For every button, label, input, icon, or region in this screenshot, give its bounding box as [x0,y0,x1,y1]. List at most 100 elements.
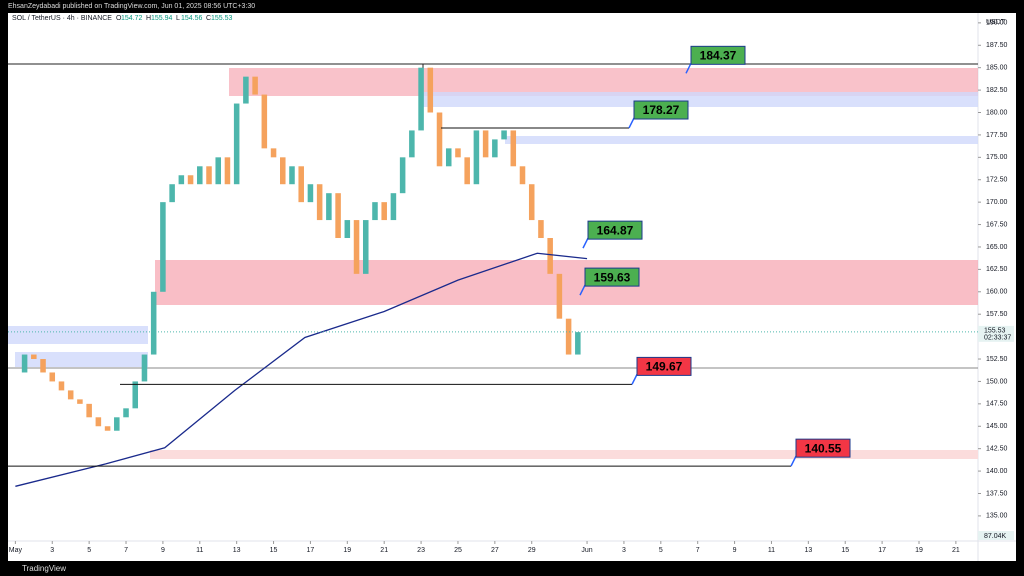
candle [390,193,397,221]
candle [206,166,212,185]
zone [420,92,978,107]
x-tick-label: 15 [841,547,849,554]
annotation-arrow [631,374,638,385]
candle [40,359,46,373]
candle [492,139,498,158]
annotation-label: 140.55 [805,441,842,455]
y-tick-label: 152.50 [986,356,1008,363]
ohlc-value: 155.53 [211,15,233,22]
candle [49,372,56,382]
candle [418,67,424,131]
candle [104,426,111,431]
y-tick-label: 135.00 [986,513,1008,520]
annotation-label: 149.67 [646,360,683,374]
y-tick-label: 180.00 [986,109,1008,116]
candle [169,184,175,203]
candle [501,130,507,140]
annotation-label: 159.63 [594,270,631,284]
symbol: SOL / TetherUS · 4h · BINANCE [12,15,112,22]
candle [31,354,37,360]
x-tick-label: 3 [622,547,626,554]
y-tick-label: 187.50 [986,42,1008,49]
annotation-box [584,267,640,287]
candle [399,157,406,194]
candle [482,130,489,158]
x-tick-label: 15 [270,547,278,554]
x-tick-label: 11 [196,547,203,554]
candle [141,354,148,382]
x-tick-label: 11 [768,547,775,554]
candle [289,166,295,185]
moving-average [15,252,588,487]
x-tick-label: 9 [161,547,165,554]
y-tick-label: 167.50 [986,221,1008,228]
ohlc-key: O [116,15,122,22]
y-tick-label: 170.00 [986,199,1008,206]
brand: TradingView [22,564,66,573]
candle [556,273,563,319]
annotation-box [636,356,692,376]
x-tick-label: 25 [454,547,462,554]
annotation-arrow [790,455,797,467]
price-tag [978,325,1014,342]
candle [565,318,572,355]
ohlc-value: 154.56 [181,15,203,22]
ohlc-key: L [176,15,180,22]
publisher: EhsanZeydabadi published on TradingView.… [8,3,255,10]
y-tick-label: 182.50 [986,87,1008,94]
x-tick-label: 9 [733,547,737,554]
ohlc-value: 154.72 [121,15,143,22]
candle [445,148,452,167]
ohlc-value: 155.94 [151,15,173,22]
candle [326,193,332,221]
x-tick-label: 5 [659,547,663,554]
x-tick-label: 19 [343,547,351,554]
currency: USDT [986,19,1006,26]
candle [335,193,341,239]
candle [95,417,102,427]
candle [187,175,194,185]
ohlc-key: H [146,15,151,22]
x-tick-label: Jun [581,547,592,554]
y-tick-label: 177.50 [986,132,1008,139]
y-tick-label: 150.00 [986,378,1008,385]
x-tick-label: 17 [307,547,315,554]
x-tick-label: 3 [50,547,54,554]
candle [21,354,28,373]
ohlc-key: C [206,15,211,22]
candle [197,166,203,185]
annotation-label: 164.87 [597,223,634,237]
annotation-arrow [579,284,586,296]
x-tick-label: 19 [915,547,923,554]
y-tick-label: 190.00 [986,20,1008,27]
annotation-arrow [685,62,692,74]
countdown: 02:33:37 [984,335,1011,342]
candle [280,157,286,185]
y-tick-label: 145.00 [986,423,1008,430]
x-tick-label: 13 [233,547,241,554]
x-tick-label: 5 [87,547,91,554]
annotation-label: 178.27 [643,103,680,117]
y-tick-label: 140.00 [986,468,1008,475]
x-tick-label: 21 [380,547,388,554]
candle [510,130,517,167]
annotation-box [690,45,746,65]
y-tick-label: 162.50 [986,266,1008,273]
candle [252,76,258,95]
x-tick-label: 7 [696,547,700,554]
supply-zone [229,68,978,96]
candle [233,103,240,185]
zone [155,260,978,305]
x-tick-label: 23 [417,547,425,554]
x-tick-label: 7 [124,547,128,554]
candle [575,332,581,355]
candle [298,166,304,203]
candle [353,220,360,274]
x-tick-label: 27 [491,547,499,554]
y-tick-label: 172.50 [986,177,1008,184]
candle [58,381,65,391]
annotation-box [633,100,689,120]
x-tick-label: 21 [952,547,960,554]
candle [473,130,480,185]
